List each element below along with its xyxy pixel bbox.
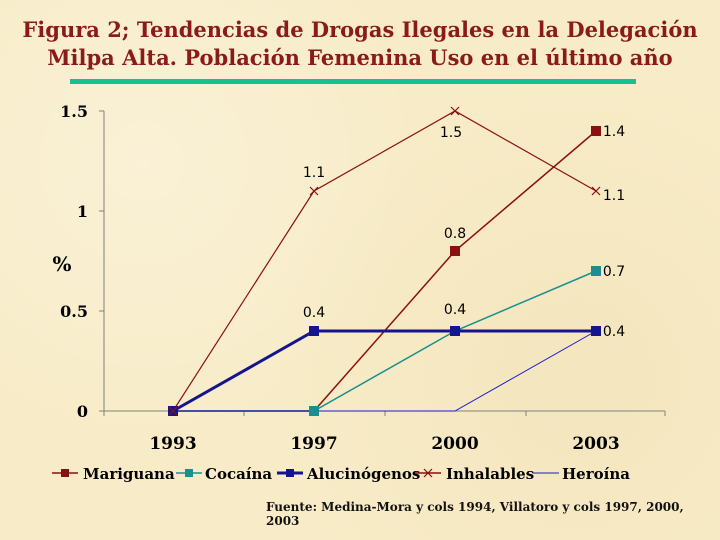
- data-label-inhalables: 1.1: [303, 165, 325, 181]
- marker-inhalables: [591, 186, 601, 196]
- data-label-alucinogenos: 0.4: [603, 324, 625, 340]
- x-tick-label: 2000: [431, 434, 478, 454]
- marker-cocaina: [309, 406, 319, 416]
- y-tick-label: 0: [77, 402, 88, 421]
- series-line-cocaina: [173, 270, 597, 412]
- marker-inhalables: [168, 406, 178, 416]
- chart-title: Figura 2; Tendencias de Drogas Ilegales …: [0, 16, 720, 72]
- legend-marker-inhalables: [423, 468, 433, 478]
- marker-inhalables: [309, 186, 319, 196]
- legend-label-cocaina: Cocaína: [205, 465, 272, 483]
- series-line-mariguana: [173, 130, 597, 412]
- series-line-inhalables: [172, 110, 597, 412]
- data-label-inhalables: 1.5: [440, 125, 462, 141]
- source-note: Fuente: Medina-Mora y cols 1994, Villato…: [266, 500, 684, 528]
- marker-alucinogenos: [309, 326, 319, 336]
- title-underline: [70, 79, 636, 84]
- marker-alucinogenos: [450, 326, 460, 336]
- y-tick-label: 0.5: [60, 302, 88, 321]
- legend-marker-alucinogenos: [286, 469, 294, 477]
- data-label-cocaina: 0.7: [603, 264, 625, 280]
- chart-title-line1: Figura 2; Tendencias de Drogas Ilegales …: [22, 17, 698, 42]
- y-tick-label: 1: [77, 202, 88, 221]
- y-axis-label: %: [52, 252, 71, 276]
- x-tick-label: 1997: [290, 434, 337, 454]
- marker-mariguana: [591, 126, 601, 136]
- marker-alucinogenos: [591, 326, 601, 336]
- y-tick-label: 1.5: [60, 102, 88, 121]
- x-tick-label: 2003: [572, 434, 619, 454]
- marker-inhalables: [450, 106, 460, 116]
- series-line-alucinogenos: [172, 329, 596, 413]
- x-tick-label: 1993: [149, 434, 196, 454]
- legend-label-mariguana: Mariguana: [83, 465, 175, 483]
- legend-marker-cocaina: [185, 469, 193, 477]
- legend-marker-mariguana: [61, 469, 69, 477]
- data-label-inhalables: 1.1: [603, 188, 625, 204]
- data-label-alucinogenos: 0.4: [444, 302, 466, 318]
- legend-label-heroina: Heroína: [562, 465, 630, 483]
- legend-label-alucinogenos: Alucinógenos: [306, 465, 420, 483]
- legend-label-inhalables: Inhalables: [446, 465, 534, 483]
- chart-title-line2: Milpa Alta. Población Femenina Uso en el…: [47, 45, 673, 70]
- marker-mariguana: [450, 246, 460, 256]
- marker-cocaina: [591, 266, 601, 276]
- series-line-heroina: [173, 330, 597, 412]
- data-label-mariguana: 0.8: [444, 226, 466, 242]
- data-label-mariguana: 1.4: [603, 124, 625, 140]
- data-label-alucinogenos: 0.4: [303, 305, 325, 321]
